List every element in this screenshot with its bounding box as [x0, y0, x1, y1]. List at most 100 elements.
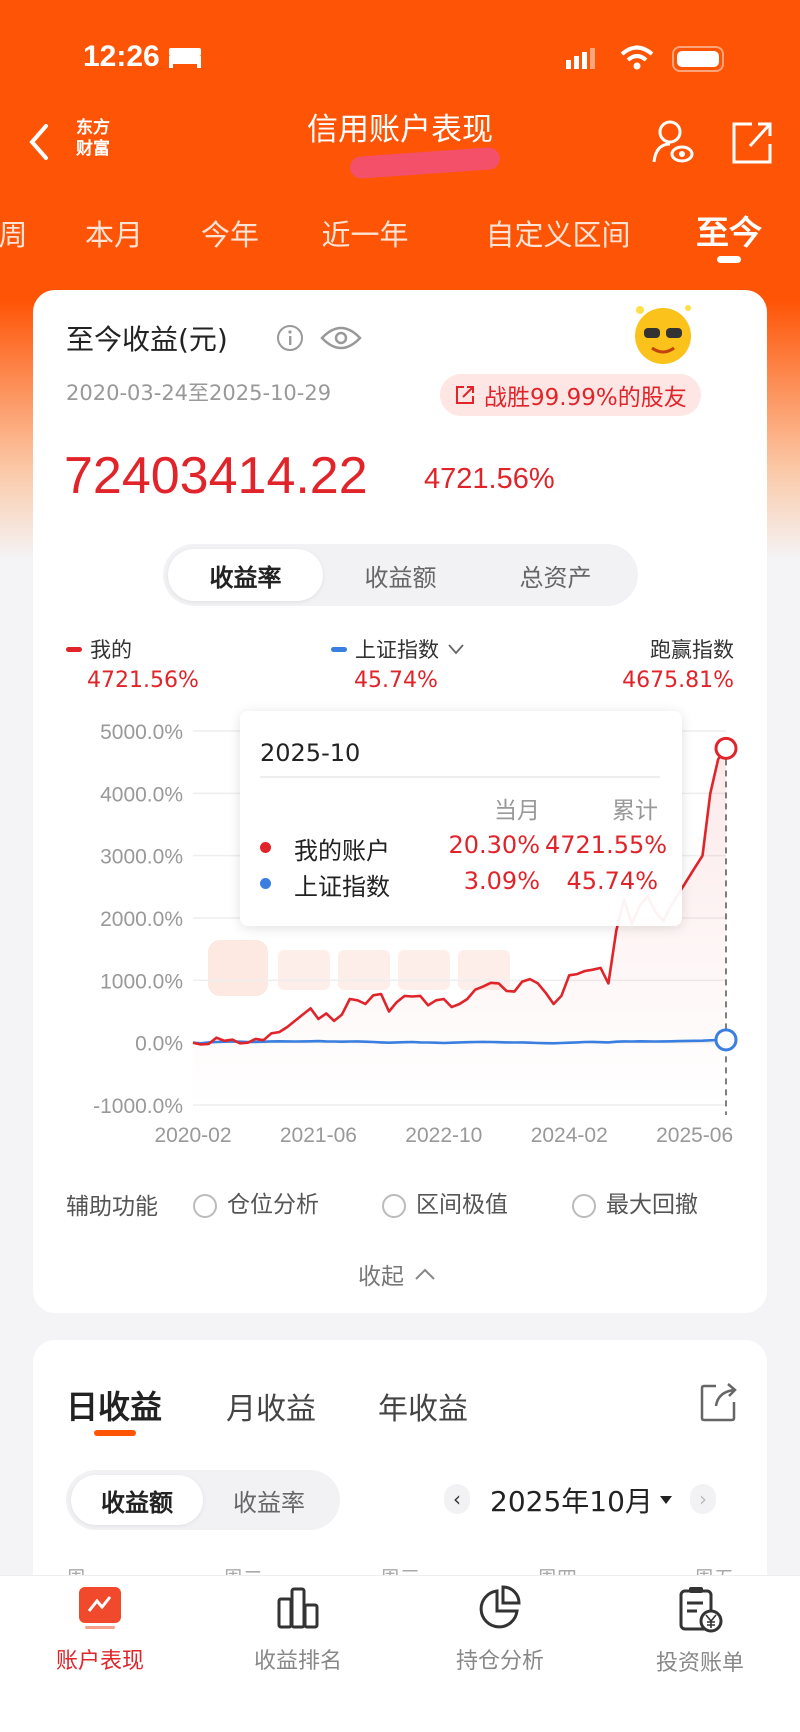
return-chart[interactable]: 5000.0% 4000.0% 3000.0% 2000.0% 1000.0% 0.0% -… — [33, 700, 767, 1160]
status-time: 12:26 — [83, 40, 160, 73]
y-tick-label: -1000.0% — [93, 1095, 183, 1118]
prev-month-button[interactable]: ‹ — [444, 1484, 470, 1514]
mode-total-assets[interactable]: 总资产 — [519, 563, 592, 592]
page-title: 信用账户表现 — [307, 112, 493, 148]
nav-label: 投资账单 — [655, 1651, 744, 1676]
eye-icon[interactable] — [320, 324, 362, 352]
legend-mine-value: 4721.56% — [87, 668, 199, 693]
y-tick-label: 5000.0% — [100, 721, 183, 744]
highlight-point — [714, 1028, 738, 1052]
mode-return-amount[interactable]: 收益额 — [364, 563, 437, 592]
nav-account-performance[interactable]: 账户表现 — [15, 1585, 185, 1675]
collapse-button[interactable]: 收起 — [358, 1257, 436, 1291]
mascot-icon — [635, 305, 691, 364]
tooltip-index-month: 3.09% — [463, 867, 540, 895]
aux-max-drawdown[interactable]: 最大回撤 — [572, 1185, 698, 1219]
logo: 东方财富 — [76, 118, 110, 159]
ranking-badge[interactable]: 战胜99.99%的股友 — [440, 374, 701, 416]
mode-rate[interactable]: 收益率 — [233, 1488, 305, 1517]
share-icon[interactable] — [730, 118, 776, 166]
month-label: 2025年10月 — [490, 1485, 653, 1518]
pie-chart-icon — [479, 1585, 521, 1629]
ranking-badge-text: 战胜99.99%的股友 — [484, 385, 687, 411]
legend-index[interactable]: 上证指数 — [331, 634, 465, 664]
chart-mode-switch: 收益率 收益额 总资产 — [163, 544, 638, 606]
tab-monthly-earnings[interactable]: 月收益 — [226, 1392, 316, 1427]
x-tick-label: 2021-06 — [280, 1124, 357, 1147]
nav-holdings-analysis[interactable]: 持仓分析 — [415, 1585, 585, 1675]
tab-daily-earnings[interactable]: 日收益 — [66, 1388, 163, 1426]
tooltip-col-total: 累计 — [612, 798, 658, 824]
active-tab-indicator — [717, 256, 741, 263]
aux-option-label: 仓位分析 — [227, 1192, 319, 1218]
tooltip-mine-total: 4721.55% — [545, 831, 668, 859]
aux-option-label: 区间极值 — [416, 1192, 508, 1218]
bar-chart-icon — [277, 1587, 319, 1629]
share-small-icon — [456, 386, 474, 404]
battery-icon — [672, 46, 724, 72]
tab-to-date[interactable]: 至今 — [696, 213, 762, 252]
info-icon[interactable] — [276, 324, 304, 352]
collapse-label: 收起 — [358, 1264, 404, 1290]
account-visibility-icon[interactable] — [650, 118, 698, 166]
redaction-mark — [349, 146, 501, 180]
tab-this-month[interactable]: 本月 — [84, 218, 144, 252]
tab-this-year[interactable]: 今年 — [200, 218, 260, 252]
total-profit-rate: 4721.56% — [424, 463, 555, 495]
x-tick-label: 2022-10 — [405, 1124, 482, 1147]
legend-mine-swatch — [66, 646, 82, 652]
x-tick-label: 2025-06 — [656, 1124, 733, 1147]
legend-mine-label: 我的 — [90, 638, 132, 662]
legend-index-value: 45.74% — [354, 668, 438, 693]
bottom-nav — [0, 1575, 800, 1732]
tab-custom-range[interactable]: 自定义区间 — [485, 218, 631, 252]
y-tick-label: 2000.0% — [100, 908, 183, 931]
tooltip-index-total: 45.74% — [566, 867, 658, 895]
legend-beat-label: 跑赢指数 — [650, 638, 734, 662]
highlight-point — [714, 736, 738, 760]
legend-index-label: 上证指数 — [355, 638, 439, 662]
x-tick-label: 2020-02 — [154, 1124, 231, 1147]
tab-yearly-earnings[interactable]: 年收益 — [378, 1392, 468, 1427]
area-fill — [193, 748, 726, 1105]
nav-investment-bill[interactable]: 投资账单 — [615, 1585, 785, 1677]
nav-profit-ranking[interactable]: 收益排名 — [213, 1585, 383, 1675]
next-month-button[interactable]: › — [690, 1484, 716, 1514]
month-selector[interactable]: 2025年10月 — [490, 1480, 673, 1520]
export-icon[interactable] — [700, 1382, 738, 1422]
legend-beat-value: 4675.81% — [622, 668, 734, 693]
tooltip-date: 2025-10 — [260, 739, 361, 767]
mode-amount[interactable]: 收益额 — [71, 1475, 203, 1525]
y-tick-label: 1000.0% — [100, 970, 183, 993]
sleep-focus-icon — [169, 48, 201, 68]
total-profit-amount: 72403414.22 — [64, 447, 368, 505]
nav-label: 账户表现 — [55, 1649, 144, 1674]
y-tick-label: 4000.0% — [100, 783, 183, 806]
y-tick-label: 3000.0% — [100, 846, 183, 869]
aux-position-analysis[interactable]: 仓位分析 — [193, 1185, 319, 1219]
mode-return-rate[interactable]: 收益率 — [168, 549, 323, 601]
bill-icon — [679, 1587, 723, 1633]
signal-icon — [566, 48, 595, 69]
tooltip-mine-name: 我的账户 — [294, 837, 390, 865]
date-range: 2020-03-24至2025-10-29 — [66, 381, 332, 405]
back-button[interactable] — [26, 122, 52, 162]
x-tick-label: 2024-02 — [531, 1124, 608, 1147]
nav-label: 持仓分析 — [455, 1649, 544, 1674]
aux-range-extremes[interactable]: 区间极值 — [382, 1185, 508, 1219]
earnings-mode-switch: 收益额 收益率 — [66, 1470, 340, 1530]
radio-icon — [193, 1193, 217, 1218]
tooltip-mine-dot — [260, 842, 271, 853]
tab-week[interactable]: 周 — [0, 218, 28, 252]
tooltip-divider — [260, 776, 660, 778]
radio-icon — [382, 1193, 406, 1218]
y-tick-label: 0.0% — [135, 1033, 183, 1056]
tooltip-col-month: 当月 — [494, 798, 540, 824]
earnings-tab-indicator — [94, 1430, 136, 1436]
nav-label: 收益排名 — [253, 1649, 342, 1674]
radio-icon — [572, 1193, 596, 1218]
tab-last-year[interactable]: 近一年 — [321, 218, 409, 252]
aux-label: 辅助功能 — [66, 1194, 158, 1220]
aux-option-label: 最大回撤 — [606, 1192, 698, 1218]
chevron-up-icon — [415, 1268, 435, 1280]
